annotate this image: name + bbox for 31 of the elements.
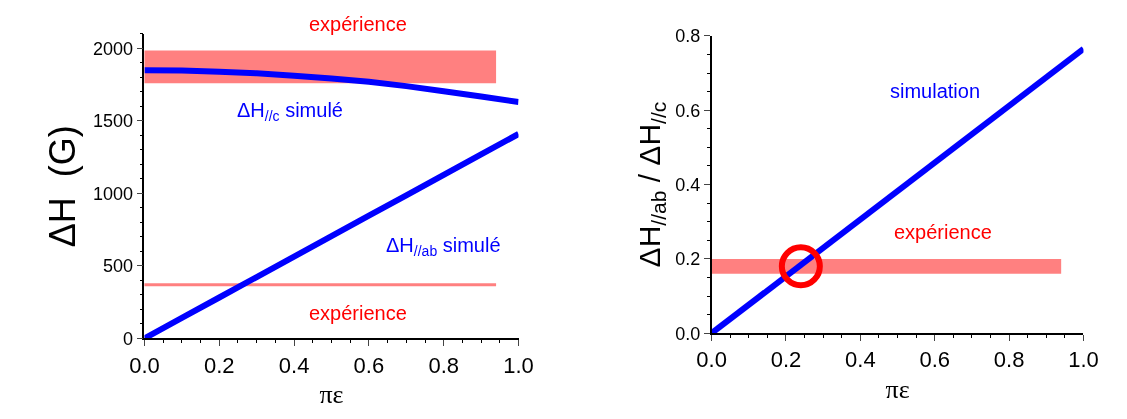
x-tick-label: 0.0: [129, 352, 160, 378]
y-tick-label: 0.8: [675, 26, 701, 47]
x-tick-label: 0.2: [770, 347, 802, 373]
y-tick-label: 0: [123, 328, 134, 349]
x-tick-label: 0.6: [353, 352, 385, 378]
y-tick-label: 2000: [93, 38, 134, 59]
y-tick-label: 1000: [93, 183, 134, 204]
y-tick-label: 0.4: [675, 174, 701, 195]
x-tick-label: 0.8: [428, 352, 459, 378]
x-tick-label: 0.0: [696, 347, 727, 373]
x-tick-label: 0.2: [203, 352, 235, 378]
y-tick-label: 0.0: [675, 323, 701, 344]
x-tick-label: 1.0: [1068, 347, 1099, 373]
x-axis-title: πε: [319, 379, 344, 409]
series-label: ΔH$_{//ab}$ simulé: [386, 234, 501, 260]
y-tick-label: 0.2: [675, 249, 701, 270]
x-axis-title: πε: [885, 374, 910, 404]
y-axis-title: ΔH (G): [42, 125, 84, 248]
x-tick-label: 1.0: [503, 352, 534, 378]
x-tick-label: 0.4: [278, 352, 310, 378]
y-tick-label: 0.6: [675, 100, 701, 121]
band-label: expérience: [894, 221, 992, 243]
x-tick-label: 0.4: [845, 347, 876, 373]
x-tick-label: 0.8: [993, 347, 1025, 373]
band-label: expérience: [309, 302, 407, 324]
y-tick-label: 1500: [93, 111, 134, 132]
band-label: expérience: [309, 13, 407, 35]
series-label: ΔH$_{//c}$ simulé: [237, 99, 343, 125]
series-label: simulation: [890, 80, 981, 102]
x-tick-label: 0.6: [919, 347, 951, 373]
y-tick-label: 500: [103, 256, 134, 277]
